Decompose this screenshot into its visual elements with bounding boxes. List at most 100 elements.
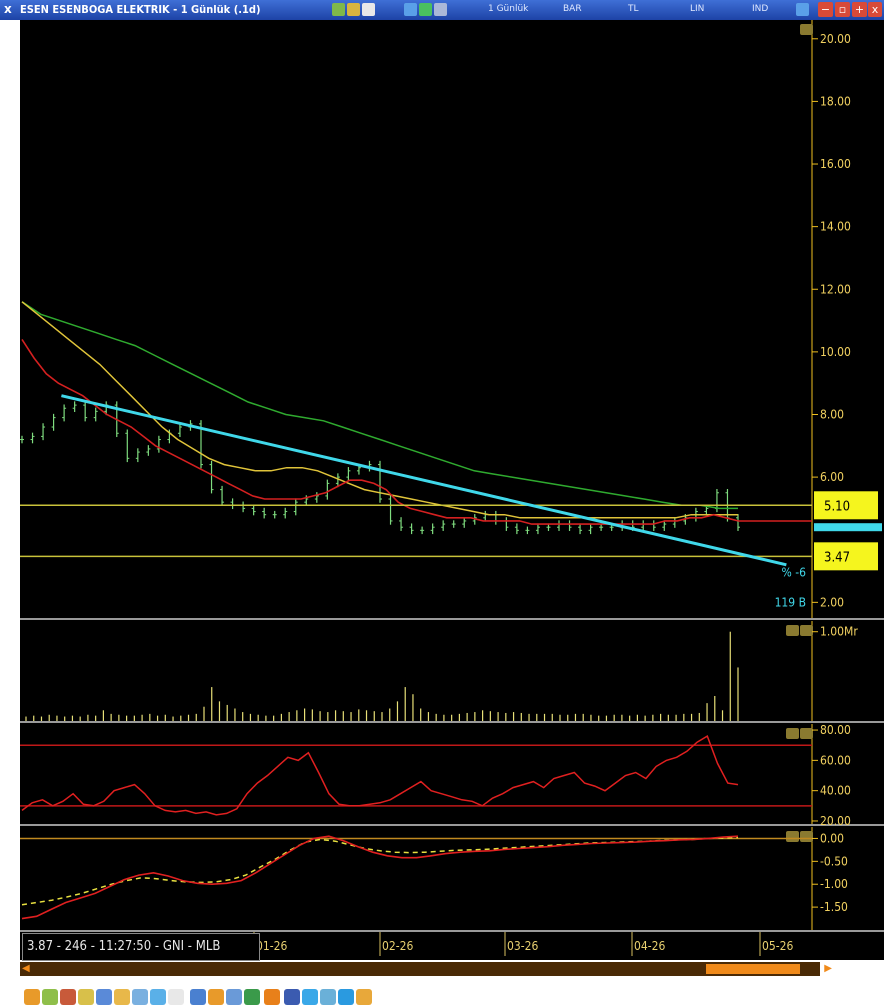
price-bar [41, 423, 46, 441]
chart-canvas[interactable]: 20.00 18.00 16.00 14.00 12.00 10.00 8.00 6.00 2.… [20, 20, 884, 960]
add-button[interactable]: + [852, 2, 867, 17]
price-bar [672, 517, 677, 528]
osc-panel-settings-button [786, 728, 799, 739]
restore-button[interactable]: ▫ [835, 2, 850, 17]
folder-icon[interactable] [208, 989, 224, 1005]
zoom-icon[interactable] [96, 989, 112, 1005]
macd-signal-line [21, 836, 739, 906]
candle-icon[interactable] [60, 989, 76, 1005]
period-selector[interactable]: 1 Günlük [488, 4, 529, 14]
price-bar [493, 510, 498, 525]
price-bar [641, 520, 646, 531]
vol-panel-close-button [800, 625, 813, 636]
price-bar [578, 523, 583, 535]
scroll-thumb[interactable] [706, 964, 800, 974]
price-tick-label: 18.00 [820, 94, 851, 108]
price-tick-label: 6.00 [820, 470, 844, 484]
osc-panel-close-button [800, 728, 813, 739]
price-bar [651, 520, 656, 531]
scroll-left-arrow-icon[interactable]: ◀ [22, 963, 30, 974]
oscillator-tick-label: 20.00 [820, 814, 851, 828]
link-share-icon[interactable] [320, 989, 336, 1005]
macd-tick-label: 0.00 [820, 831, 844, 845]
bar-chart-icon[interactable] [42, 989, 58, 1005]
time-scrollbar[interactable]: ◀ ▶ [20, 962, 832, 976]
price-bar [251, 504, 256, 516]
volume-tick-label: 1.00Mr [820, 625, 858, 639]
price-tick-label: 14.00 [820, 220, 851, 234]
excel-icon[interactable] [244, 989, 260, 1005]
price-bar [409, 523, 414, 535]
window-titlebar: x ESEN ESENBOGA ELEKTRIK - 1 Günlük (.1d… [0, 0, 884, 20]
link-icon[interactable] [796, 3, 809, 16]
price-bar [399, 517, 404, 531]
cursor-info-readout: 3.87 - 246 - 11:27:50 - GNI - MLB [22, 933, 260, 961]
settings-icon[interactable] [434, 3, 447, 16]
trendline-annotation-percent: % -6 [782, 566, 807, 580]
price-bar [220, 485, 225, 506]
price-bar [272, 510, 277, 519]
price-bar [209, 460, 214, 494]
price-bar [335, 473, 340, 488]
x-axis-label: 02-26 [382, 939, 413, 953]
database-icon[interactable] [190, 989, 206, 1005]
price-bar [72, 401, 77, 412]
export-icon[interactable] [356, 989, 372, 1005]
scale-selector[interactable]: LIN [690, 4, 705, 14]
price-tick-label: 20.00 [820, 32, 851, 46]
price-bar [504, 517, 509, 531]
price-bar [535, 523, 540, 535]
macd-panel-settings-button [786, 831, 799, 842]
minimize-button[interactable]: − [818, 2, 833, 17]
list-icon[interactable] [150, 989, 166, 1005]
macd-tick-label: -1.50 [820, 900, 848, 914]
twitter-icon[interactable] [302, 989, 318, 1005]
price-bar [93, 407, 98, 422]
vol-panel-settings-button [786, 625, 799, 636]
price-badge-label-0: 5.10 [824, 499, 850, 514]
macd-panel-close-button [800, 831, 813, 842]
price-bar [283, 507, 288, 519]
document-icon[interactable] [168, 989, 184, 1005]
price-bar [30, 432, 35, 444]
currency-selector[interactable]: TL [628, 4, 639, 14]
price-bar [567, 520, 572, 531]
price-bar [662, 520, 667, 531]
chart-tool-icon[interactable] [332, 3, 345, 16]
page-icon[interactable] [362, 3, 375, 16]
price-bar [483, 510, 488, 522]
price-bar [156, 435, 161, 453]
x-axis-label: 03-26 [507, 939, 538, 953]
pencil-icon[interactable] [419, 3, 432, 16]
scroll-right-arrow-icon[interactable]: ▶ [824, 963, 832, 974]
indicator-selector[interactable]: IND [752, 4, 769, 14]
price-bar [62, 404, 67, 422]
price-bar [736, 514, 740, 531]
close-chart-icon[interactable]: x [4, 2, 12, 16]
price-bar [346, 467, 351, 481]
formula-icon[interactable] [114, 989, 130, 1005]
chart-area[interactable]: 20.00 18.00 16.00 14.00 12.00 10.00 8.00 6.00 2.… [20, 20, 884, 960]
facebook-icon[interactable] [284, 989, 300, 1005]
close-window-button[interactable]: x [868, 2, 882, 17]
price-bar [325, 479, 330, 500]
price-bar [146, 445, 151, 456]
price-badge-0 [814, 491, 878, 520]
chart-icon[interactable] [24, 989, 40, 1005]
draw-tool-icon[interactable] [404, 3, 417, 16]
price-bar [125, 429, 130, 463]
dollar-icon[interactable] [347, 3, 360, 16]
share-icon[interactable] [264, 989, 280, 1005]
moving-average-yellow [21, 301, 738, 519]
price-bar [388, 495, 393, 525]
price-bar [557, 520, 561, 531]
price-bar [262, 507, 267, 519]
grid-icon[interactable] [78, 989, 94, 1005]
compare-icon[interactable] [132, 989, 148, 1005]
chart-type-selector[interactable]: BAR [563, 4, 582, 14]
price-badge-1 [814, 542, 878, 571]
macd-tick-label: -1.00 [820, 877, 848, 891]
print-icon[interactable] [226, 989, 242, 1005]
info-icon[interactable] [338, 989, 354, 1005]
price-tick-label: 8.00 [820, 407, 844, 421]
